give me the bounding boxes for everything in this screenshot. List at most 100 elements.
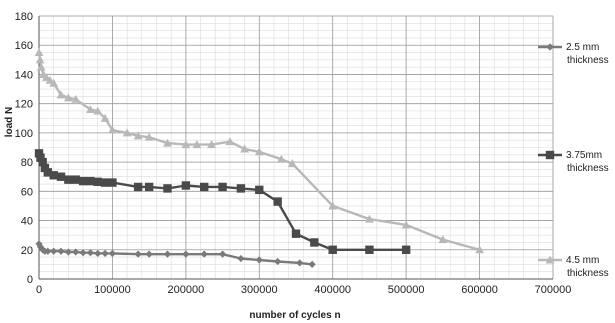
- series-layer: [34, 48, 484, 268]
- data-point-square: [34, 149, 44, 158]
- data-point-diamond: [101, 249, 109, 258]
- series-3: [34, 48, 484, 254]
- y-axis-title: load N: [4, 107, 15, 138]
- legend-label: thickness: [567, 163, 609, 174]
- x-tick-label: 600000: [461, 284, 498, 296]
- data-point-triangle: [34, 48, 44, 57]
- data-point-diamond: [50, 247, 58, 255]
- legend-label: 3.75mm: [566, 150, 602, 161]
- y-tick-label: 120: [15, 99, 33, 111]
- data-point-triangle: [438, 235, 448, 244]
- data-point-diamond: [134, 250, 142, 258]
- data-point-diamond: [64, 248, 72, 256]
- data-point-diamond: [182, 250, 190, 258]
- series-1: [35, 240, 316, 268]
- data-point-square: [40, 163, 50, 173]
- data-point-square: [181, 181, 191, 190]
- data-point-square: [64, 175, 73, 184]
- x-tick-label: 700000: [535, 284, 572, 296]
- x-tick-label: 500000: [388, 284, 425, 296]
- data-point-triangle: [86, 105, 95, 114]
- data-point-triangle: [133, 131, 143, 140]
- data-point-triangle: [240, 144, 249, 153]
- y-tick-label: 160: [15, 40, 33, 52]
- data-point-diamond: [163, 250, 172, 258]
- series-2: [34, 149, 411, 254]
- data-point-diamond: [200, 250, 208, 258]
- data-point-triangle: [100, 113, 110, 122]
- data-point-square: [100, 178, 110, 187]
- x-tick-label: 0: [36, 284, 42, 296]
- legend-label: 4.5 mm: [566, 255, 599, 266]
- data-point-triangle: [254, 147, 264, 156]
- data-point-triangle: [225, 137, 235, 146]
- x-axis-title: number of cycles n: [249, 310, 340, 321]
- x-tick-label: 100000: [94, 284, 131, 296]
- y-tick-label: 180: [15, 11, 33, 23]
- data-point-square: [108, 178, 117, 187]
- legend-label: 2.5 mm: [566, 42, 599, 53]
- data-point-square: [49, 171, 58, 180]
- major-gridlines: [38, 15, 554, 280]
- data-point-square: [36, 153, 45, 162]
- legend-item: 2.5 mm thickness: [538, 42, 609, 66]
- data-point-diamond: [255, 256, 263, 264]
- data-point-square: [328, 245, 337, 254]
- data-point-diamond: [72, 248, 80, 256]
- data-point-triangle: [163, 138, 172, 147]
- data-point-triangle: [181, 140, 191, 149]
- data-point-square: [545, 150, 555, 160]
- data-point-triangle: [328, 201, 338, 210]
- data-point-triangle: [545, 255, 555, 264]
- data-point-triangle: [365, 214, 374, 223]
- data-point-square: [78, 176, 88, 186]
- data-point-triangle: [144, 132, 154, 141]
- data-point-triangle: [287, 159, 297, 168]
- data-point-square: [93, 177, 102, 187]
- legend-item: 4.5 mm thickness: [538, 255, 609, 279]
- y-tick-label: 40: [21, 216, 33, 228]
- data-point-square: [200, 182, 209, 192]
- data-point-triangle: [207, 140, 216, 149]
- data-point-square: [218, 182, 227, 192]
- data-point-square: [71, 175, 80, 184]
- data-point-triangle: [71, 94, 81, 103]
- data-point-square: [291, 229, 301, 238]
- data-point-diamond: [237, 254, 245, 263]
- x-tick-label: 400000: [314, 284, 351, 296]
- data-point-triangle: [401, 220, 411, 229]
- legend-label: thickness: [567, 55, 609, 66]
- data-point-diamond: [108, 249, 117, 258]
- y-tick-label: 100: [15, 128, 33, 140]
- data-point-triangle: [49, 78, 59, 87]
- data-point-triangle: [36, 62, 46, 71]
- data-point-triangle: [56, 90, 66, 99]
- data-point-square: [144, 182, 154, 192]
- data-point-square: [86, 176, 95, 186]
- x-tick-labels: 0 100000 200000 300000 400000 500000 600000 700…: [36, 284, 571, 296]
- data-point-triangle: [122, 128, 132, 137]
- data-point-diamond: [296, 259, 304, 267]
- data-point-diamond: [218, 250, 227, 258]
- data-point-square: [163, 184, 172, 193]
- y-tick-label: 80: [21, 157, 33, 169]
- data-point-diamond: [274, 257, 282, 266]
- data-point-diamond: [57, 247, 65, 255]
- data-point-triangle: [475, 245, 484, 254]
- data-point-square: [273, 197, 282, 206]
- data-point-triangle: [276, 154, 286, 163]
- y-tick-label: 60: [21, 186, 33, 198]
- data-point-square: [236, 184, 246, 193]
- data-point-triangle: [63, 93, 73, 102]
- legend: 2.5 mm thickness 3.75mm thickness 4.5 mm thic…: [538, 42, 609, 279]
- legend-item: 3.75mm thickness: [538, 150, 609, 174]
- x-tick-label: 200000: [167, 284, 204, 296]
- data-point-triangle: [35, 55, 45, 64]
- data-point-diamond: [94, 249, 102, 258]
- data-point-triangle: [93, 106, 103, 115]
- data-point-triangle: [108, 125, 117, 134]
- data-point-square: [255, 185, 264, 195]
- data-point-diamond: [546, 43, 554, 51]
